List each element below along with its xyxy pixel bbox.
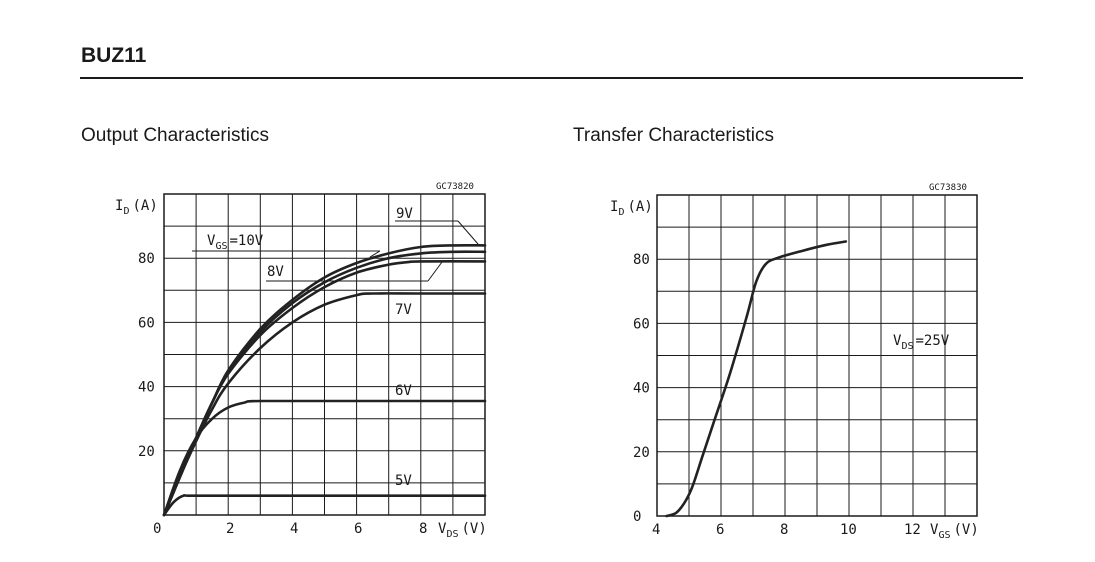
curve-label-8v: 8V [267, 264, 284, 280]
transfer-chart-code: GC73830 [929, 183, 967, 193]
output-y-tick-label: 80 [138, 251, 155, 267]
transfer-chart-title: Transfer Characteristics [573, 125, 774, 146]
output-curve-6v [162, 399, 487, 517]
transfer-x-axis-label: VGS (V) [930, 522, 979, 541]
transfer-y-tick-label: 60 [633, 316, 650, 332]
transfer-x-tick-label: 8 [780, 522, 788, 538]
v8-leader [427, 261, 443, 282]
transfer-y-tick-label: 20 [633, 445, 650, 461]
transfer-curve-vds-25v [665, 240, 848, 518]
transfer-y-tick-label: 0 [633, 509, 641, 525]
transfer-x-tick-label: 6 [716, 522, 724, 538]
output-x-tick-label: 2 [226, 521, 234, 537]
output-y-tick-label: 20 [138, 444, 155, 460]
output-chart-curves [162, 243, 487, 517]
document-title: BUZ11 [81, 44, 147, 67]
output-curve-5v [162, 493, 487, 517]
output-chart-code: GC73820 [436, 182, 474, 192]
transfer-x-tick-label: 10 [840, 522, 857, 538]
transfer-characteristics-chart: GC73830 ID (A) VGS (V) 4 6 8 10 12 0 20 40 60 80 VD… [610, 183, 979, 541]
output-x-tick-label: 8 [419, 521, 427, 537]
output-x-axis-label: VDS (V) [438, 521, 487, 540]
output-x-tick-label: 6 [354, 521, 362, 537]
output-y-axis-label: ID (A) [115, 198, 158, 217]
output-chart-ticks: 0 2 4 6 8 20 40 60 80 [138, 251, 427, 537]
v9-leader [457, 220, 479, 245]
output-y-tick-label: 40 [138, 380, 155, 396]
output-chart-title: Output Characteristics [81, 125, 269, 146]
output-characteristics-chart: GC73820 ID (A) VDS (V) 0 2 4 6 8 20 40 60 80 5V 6V… [115, 182, 487, 540]
output-x-tick-label: 4 [290, 521, 298, 537]
output-x-tick-label: 0 [153, 521, 161, 537]
output-curve-vgs-10v [162, 243, 487, 517]
vgs10-leader [369, 250, 381, 258]
transfer-chart-curves [665, 240, 848, 518]
curve-label-7v: 7V [395, 302, 412, 318]
output-chart-frame [163, 193, 486, 516]
transfer-chart-frame [656, 194, 978, 517]
transfer-chart-ticks: 4 6 8 10 12 0 20 40 60 80 [633, 252, 921, 538]
curve-label-5v: 5V [395, 473, 412, 489]
transfer-y-axis-label: ID (A) [610, 199, 653, 218]
transfer-x-tick-label: 4 [652, 522, 660, 538]
curve-label-6v: 6V [395, 383, 412, 399]
transfer-chart-grid [657, 195, 977, 516]
transfer-y-tick-label: 40 [633, 381, 650, 397]
transfer-y-tick-label: 80 [633, 252, 650, 268]
output-y-tick-label: 60 [138, 315, 155, 331]
title-divider [80, 77, 1023, 79]
curve-label-vgs10: VGS =10V [207, 233, 264, 252]
output-chart-leaders [192, 220, 479, 282]
vds-annotation: VDS =25V [893, 333, 950, 352]
curve-label-9v: 9V [396, 206, 413, 222]
transfer-x-tick-label: 12 [904, 522, 921, 538]
